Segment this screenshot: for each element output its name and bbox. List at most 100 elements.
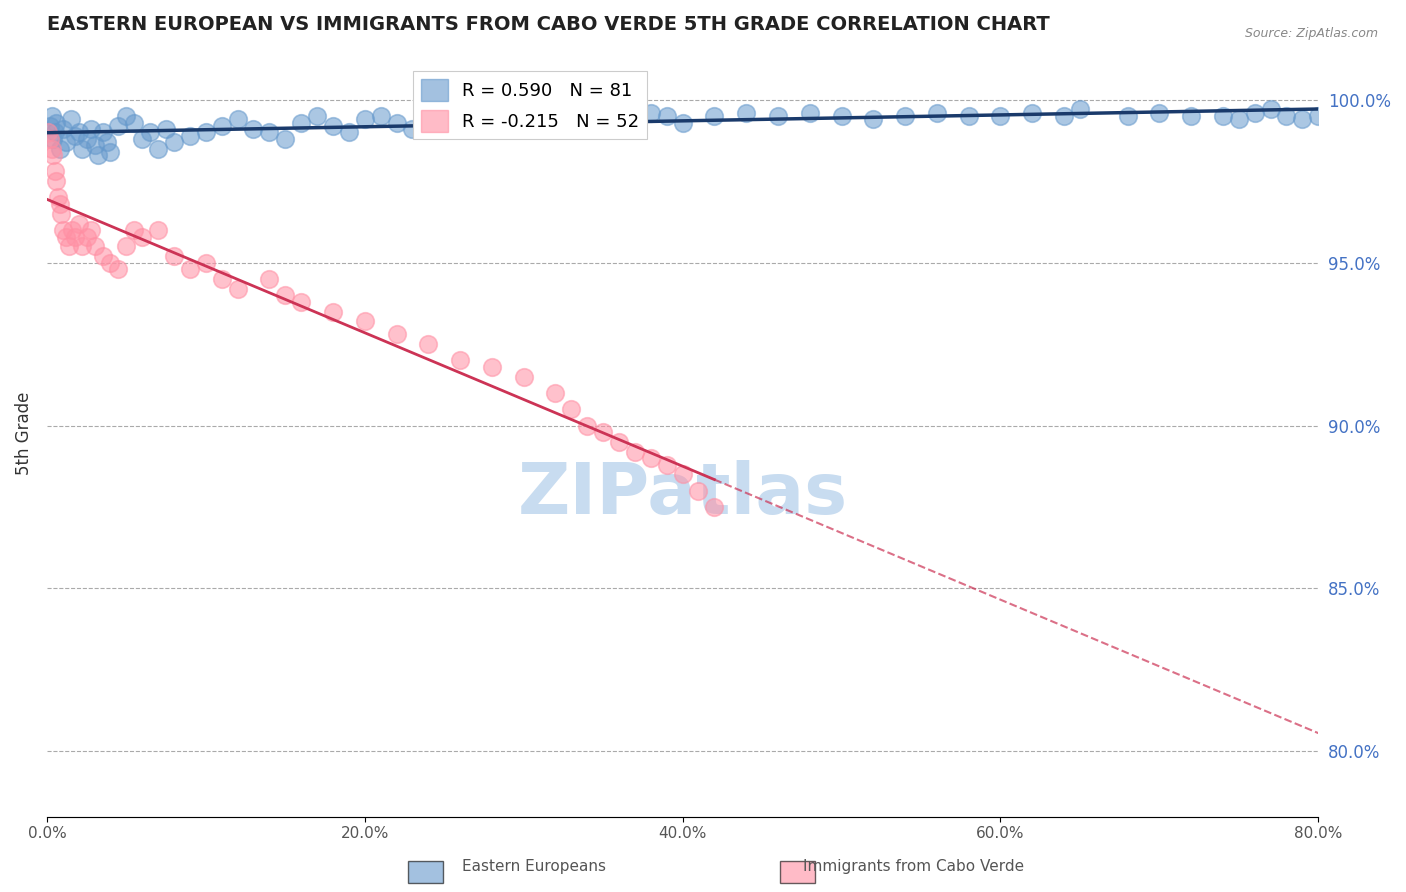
Point <box>211 119 233 133</box>
Point <box>52 122 75 136</box>
Point <box>65 128 87 143</box>
Point <box>925 105 948 120</box>
Point <box>671 467 693 482</box>
Point <box>449 353 471 368</box>
Point <box>107 262 129 277</box>
Point <box>1291 112 1313 127</box>
Point <box>322 119 344 133</box>
Point <box>703 500 725 514</box>
Point <box>100 255 122 269</box>
Point <box>163 249 186 263</box>
Text: EASTERN EUROPEAN VS IMMIGRANTS FROM CABO VERDE 5TH GRADE CORRELATION CHART: EASTERN EUROPEAN VS IMMIGRANTS FROM CABO… <box>46 15 1050 34</box>
Point <box>83 138 105 153</box>
Point <box>96 135 118 149</box>
Point <box>46 190 69 204</box>
Point <box>894 109 917 123</box>
Point <box>124 115 146 129</box>
Point <box>1021 105 1043 120</box>
Point <box>131 229 153 244</box>
Point <box>607 109 630 123</box>
Point <box>39 132 62 146</box>
Point <box>1212 109 1234 123</box>
Point <box>1227 112 1250 127</box>
Point <box>544 112 567 127</box>
Point <box>799 105 821 120</box>
Point <box>481 105 503 120</box>
Point <box>226 282 249 296</box>
Point <box>179 262 201 277</box>
Point <box>688 483 710 498</box>
Text: Immigrants from Cabo Verde: Immigrants from Cabo Verde <box>803 859 1025 874</box>
Point <box>624 112 647 127</box>
Point <box>640 451 662 466</box>
Point <box>418 109 440 123</box>
Point <box>560 402 582 417</box>
Text: Source: ZipAtlas.com: Source: ZipAtlas.com <box>1244 27 1378 40</box>
Point <box>242 122 264 136</box>
Text: ZIPatlas: ZIPatlas <box>517 460 848 530</box>
Point <box>70 142 93 156</box>
Point <box>1260 103 1282 117</box>
Point <box>703 109 725 123</box>
Point <box>576 109 599 123</box>
Point <box>67 125 90 139</box>
Point <box>385 327 408 342</box>
Point <box>58 239 80 253</box>
Point <box>65 229 87 244</box>
Point <box>465 109 488 123</box>
Point <box>1243 105 1265 120</box>
Text: Eastern Europeans: Eastern Europeans <box>463 859 606 874</box>
Point <box>290 294 312 309</box>
Point <box>512 369 534 384</box>
Point <box>655 458 678 472</box>
Point <box>274 132 297 146</box>
Point <box>107 119 129 133</box>
Point <box>560 115 582 129</box>
Point <box>146 142 169 156</box>
Point <box>80 122 103 136</box>
Point <box>51 207 73 221</box>
Point <box>576 418 599 433</box>
Point <box>76 132 98 146</box>
Point <box>1323 105 1346 120</box>
Point <box>100 145 122 159</box>
Point <box>1149 105 1171 120</box>
Point <box>48 142 70 156</box>
Point <box>42 148 65 162</box>
Y-axis label: 5th Grade: 5th Grade <box>15 392 32 475</box>
Point <box>67 217 90 231</box>
Point <box>76 229 98 244</box>
Point <box>433 115 456 129</box>
Point <box>179 128 201 143</box>
Point <box>155 122 177 136</box>
Point <box>80 223 103 237</box>
Point <box>139 125 162 139</box>
Point <box>1069 103 1091 117</box>
Point <box>194 255 217 269</box>
Point <box>766 109 789 123</box>
Point <box>259 272 281 286</box>
Point <box>48 197 70 211</box>
Point <box>1053 109 1076 123</box>
Point <box>337 125 360 139</box>
Point <box>124 223 146 237</box>
Point <box>44 125 66 139</box>
Point <box>592 105 614 120</box>
Point <box>1116 109 1139 123</box>
Point <box>115 109 138 123</box>
Point <box>322 304 344 318</box>
Point <box>481 359 503 374</box>
Point <box>163 135 186 149</box>
Point <box>290 115 312 129</box>
Point <box>624 444 647 458</box>
Legend: R = 0.590   N = 81, R = -0.215   N = 52: R = 0.590 N = 81, R = -0.215 N = 52 <box>413 71 647 139</box>
Point <box>353 314 375 328</box>
Point <box>862 112 884 127</box>
Point <box>307 109 329 123</box>
Point <box>115 239 138 253</box>
Point <box>607 434 630 449</box>
Point <box>1180 109 1202 123</box>
Point <box>70 239 93 253</box>
Point <box>735 105 758 120</box>
Point <box>42 132 65 146</box>
